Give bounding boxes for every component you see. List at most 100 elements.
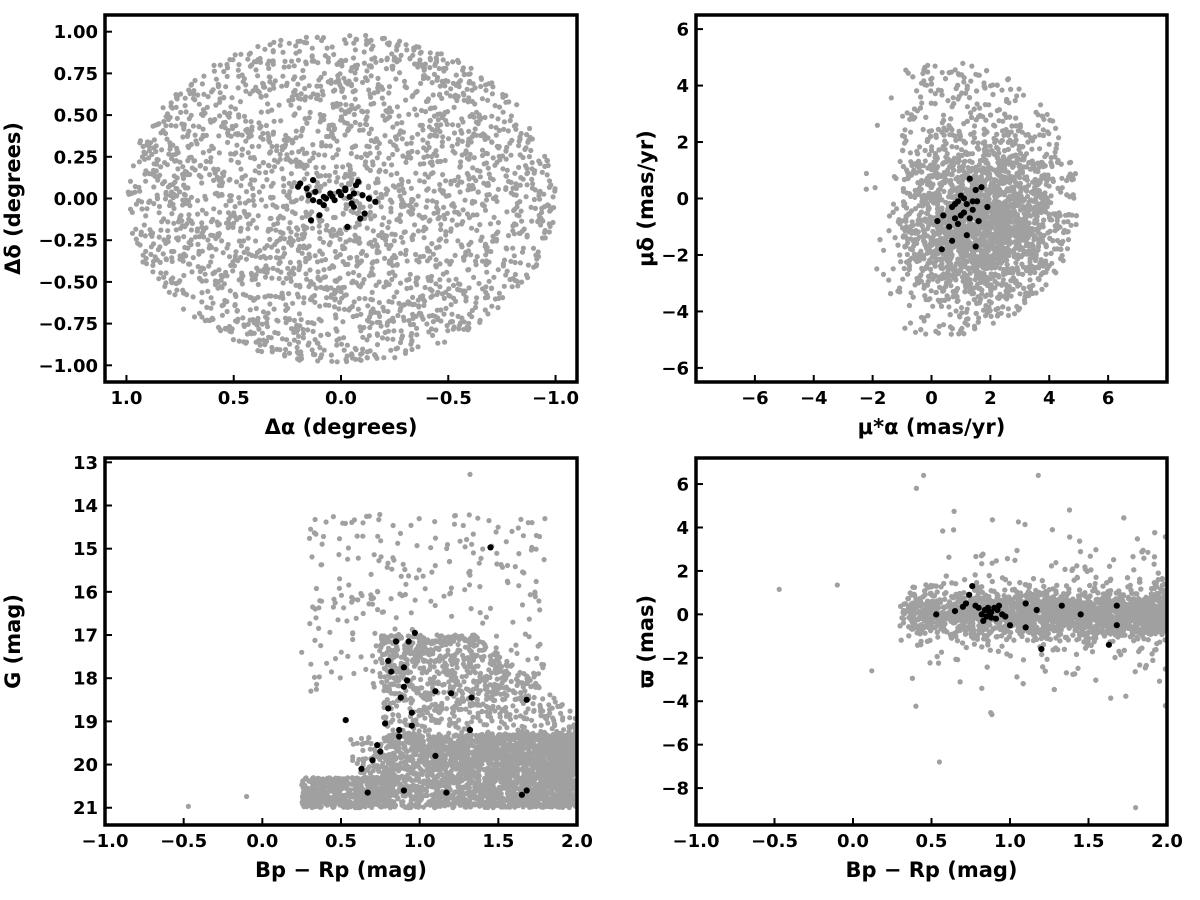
field-star-point xyxy=(221,94,227,100)
field-star-point xyxy=(453,82,459,88)
field-star-point xyxy=(455,313,461,319)
field-star-point xyxy=(400,314,406,320)
field-star-point xyxy=(203,225,209,231)
member-point xyxy=(361,210,368,217)
field-star-point xyxy=(376,169,382,175)
field-star-point xyxy=(908,159,914,165)
field-star-point xyxy=(490,238,496,244)
field-star-point xyxy=(224,308,230,315)
field-star-point xyxy=(321,347,327,353)
field-star-point xyxy=(219,238,225,244)
field-star-point xyxy=(403,85,410,91)
field-star-point xyxy=(403,97,409,103)
field-star-point xyxy=(472,126,478,132)
field-star-point xyxy=(286,64,292,70)
field-star-point xyxy=(291,271,297,277)
field-star-point xyxy=(364,37,370,44)
field-star-point xyxy=(288,326,295,332)
field-star-point xyxy=(1030,198,1036,204)
field-star-point xyxy=(290,300,296,306)
field-star-point xyxy=(218,176,224,182)
field-star-point xyxy=(383,168,389,174)
field-star-point xyxy=(414,112,420,118)
axes-frame xyxy=(103,13,579,384)
field-star-point xyxy=(500,91,506,98)
field-star-point xyxy=(917,273,923,279)
field-star-point xyxy=(351,171,357,177)
field-star-point xyxy=(422,61,428,67)
field-star-point xyxy=(456,211,462,217)
field-star-point xyxy=(212,116,218,123)
field-star-point xyxy=(171,173,177,179)
field-star-point xyxy=(295,247,301,254)
field-star-point xyxy=(218,273,225,279)
field-star-point xyxy=(359,350,365,356)
field-star-point xyxy=(309,53,315,59)
field-star-point xyxy=(202,165,209,172)
field-star-point xyxy=(979,291,985,297)
field-star-point xyxy=(341,284,347,290)
field-star-point xyxy=(504,209,510,215)
field-star-point xyxy=(455,238,461,244)
field-star-point xyxy=(416,310,422,316)
field-star-point xyxy=(322,152,328,158)
field-star-point xyxy=(1021,206,1028,212)
field-star-point xyxy=(897,158,903,165)
member-point xyxy=(310,177,317,184)
field-star-point xyxy=(405,178,412,185)
field-star-point xyxy=(488,124,494,130)
field-star-point xyxy=(449,202,455,208)
field-star-point xyxy=(319,352,325,358)
field-star-point xyxy=(409,338,415,345)
field-star-point xyxy=(1012,98,1018,104)
field-star-point xyxy=(394,289,400,295)
field-star-point xyxy=(524,182,530,188)
field-star-point xyxy=(468,225,475,231)
field-star-point xyxy=(366,333,372,339)
field-star-point xyxy=(174,287,180,293)
field-star-point xyxy=(185,185,191,191)
field-star-point xyxy=(385,308,391,315)
field-star-point xyxy=(466,285,472,291)
field-star-point xyxy=(418,80,424,86)
field-star-point xyxy=(189,269,195,275)
field-star-point xyxy=(432,105,438,111)
field-star-point xyxy=(481,180,487,186)
field-star-point xyxy=(140,143,146,150)
field-star-point xyxy=(275,248,281,254)
field-star-point xyxy=(454,222,460,228)
field-star-point xyxy=(337,252,343,258)
field-star-point xyxy=(495,305,501,311)
field-star-point xyxy=(500,263,506,269)
field-star-point xyxy=(191,314,198,320)
field-star-point xyxy=(340,243,346,249)
field-star-point xyxy=(301,300,307,306)
field-star-point xyxy=(499,153,506,159)
field-star-point xyxy=(501,257,508,263)
field-star-point xyxy=(500,166,506,172)
field-star-point xyxy=(168,100,174,106)
field-star-point xyxy=(529,218,535,224)
field-star-point xyxy=(433,264,439,270)
field-star-point xyxy=(516,143,522,149)
field-star-point xyxy=(932,248,938,254)
field-star-point xyxy=(303,271,309,277)
field-star-point xyxy=(542,163,548,169)
field-star-point xyxy=(240,146,246,152)
field-star-point xyxy=(547,223,553,229)
field-star-point xyxy=(238,183,244,189)
field-star-point xyxy=(252,177,258,183)
field-star-point xyxy=(316,77,322,83)
field-star-point xyxy=(431,188,437,194)
field-star-point xyxy=(255,315,261,321)
member-point xyxy=(337,192,345,199)
field-star-point xyxy=(409,148,415,154)
field-star-point xyxy=(489,303,495,309)
field-star-point xyxy=(130,163,136,169)
field-star-point xyxy=(518,208,524,214)
field-star-point xyxy=(924,233,931,239)
field-star-point xyxy=(225,241,231,248)
field-star-point xyxy=(195,198,201,204)
field-star-point xyxy=(238,243,244,249)
field-star-point xyxy=(1001,132,1007,138)
